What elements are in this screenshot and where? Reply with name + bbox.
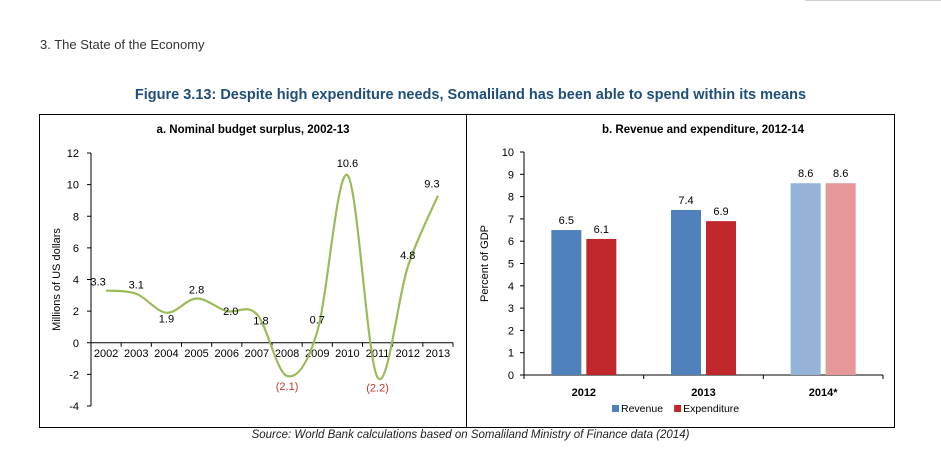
chart-a-data-label: 9.3 — [424, 179, 439, 191]
chart-b-legend-label: Revenue — [621, 403, 663, 415]
chart-a-y-tick-label: 0 — [73, 338, 79, 350]
chart-a-x-tick-label: 2005 — [184, 348, 208, 360]
chart-a-y-tick-label: 8 — [73, 211, 79, 223]
chart-a-data-label: 3.3 — [90, 277, 105, 289]
chart-a-y-tick-label: 6 — [73, 243, 79, 255]
chart-a-x-tick-label: 2002 — [94, 348, 118, 360]
chart-a-data-label: 1.9 — [159, 314, 174, 326]
chart-a-x-tick-label: 2012 — [396, 348, 420, 360]
chart-a-x-tick-label: 2013 — [426, 348, 450, 360]
chart-b-bar-revenue — [671, 209, 701, 375]
chart-b-y-tick-label: 2 — [508, 325, 514, 337]
chart-a-y-axis-label: Millions of US dollars — [51, 228, 63, 331]
chart-b-data-label: 8.6 — [798, 168, 813, 180]
chart-b-legend-swatch-revenue — [612, 405, 619, 412]
figure-title: Figure 3.13: Despite high expenditure ne… — [134, 87, 807, 103]
chart-b-data-label: 8.6 — [833, 168, 848, 180]
chart-a-x-tick-label: 2006 — [215, 348, 239, 360]
chart-b-y-tick-label: 5 — [508, 259, 514, 271]
chart-b-title: b. Revenue and expenditure, 2012-14 — [602, 124, 805, 136]
chart-panel-surplus: a. Nominal budget surplus, 2002-13 12 10 8 6… — [39, 114, 467, 428]
chart-panel-revenue-expenditure: b. Revenue and expenditure, 2012-14 10 9 8 7… — [466, 114, 895, 428]
chart-b-x-tick-label: 2013 — [691, 387, 715, 399]
chart-b-data-label: 6.1 — [594, 224, 609, 236]
chart-a-data-label: 10.6 — [337, 158, 358, 170]
chart-a-data-label: (2.1) — [276, 381, 299, 393]
chart-b-legend-label: Expenditure — [683, 403, 739, 415]
chart-b-x-tick-label: 2014* — [809, 387, 838, 399]
chart-a-data-label: 1.8 — [253, 315, 268, 327]
chart-a-y-tick-label: 10 — [67, 180, 79, 192]
chart-b-y-tick-label: 8 — [508, 192, 514, 204]
chart-b-data-label: 6.5 — [559, 215, 574, 227]
chart-a-data-label: 3.1 — [129, 280, 144, 292]
chart-a-data-label: 4.8 — [400, 250, 415, 262]
chart-b-data-label: 7.4 — [678, 195, 693, 207]
chart-a-x-tick-label: 2011 — [366, 348, 390, 360]
revenue-expenditure-bar-chart: b. Revenue and expenditure, 2012-1410987… — [479, 124, 884, 415]
chart-a-y-tick-label: 4 — [73, 275, 79, 287]
chart-b-y-tick-label: 0 — [508, 370, 514, 382]
chart-a-y-tick-label: -4 — [69, 401, 79, 413]
chart-a-data-label: 2.0 — [223, 306, 238, 318]
chart-b-y-tick-label: 4 — [508, 281, 514, 293]
chart-b-bar-expenditure — [706, 221, 736, 375]
chart-b-y-tick-label: 10 — [502, 147, 514, 159]
chart-b-y-tick-label: 3 — [508, 303, 514, 315]
chart-b-y-axis-label: Percent of GDP — [479, 225, 491, 302]
chart-b-y-tick-label: 9 — [508, 169, 514, 181]
chart-a-x-tick-label: 2003 — [124, 348, 148, 360]
chart-b-bar-revenue — [790, 183, 821, 375]
chart-a-y-tick-label: -2 — [69, 369, 79, 381]
chart-a-y-tick-label: 2 — [73, 306, 79, 318]
chart-a-series-line — [105, 174, 439, 381]
chart-a-data-label: 0.7 — [310, 315, 325, 327]
chart-a-x-tick-label: 2010 — [335, 348, 359, 360]
chart-b-x-tick-label: 2012 — [572, 387, 596, 399]
chart-b-legend-swatch-expenditure — [674, 405, 682, 412]
chart-a-data-label: (2.2) — [366, 383, 389, 395]
chart-b-y-tick-label: 7 — [508, 214, 514, 226]
chart-b-bar-expenditure — [586, 238, 617, 375]
chart-b-y-tick-label: 6 — [508, 236, 514, 248]
chart-a-x-tick-label: 2008 — [275, 348, 299, 360]
chart-b-bar-expenditure — [825, 183, 856, 375]
chart-a-title: a. Nominal budget surplus, 2002-13 — [157, 124, 350, 136]
chart-b-bar-revenue — [551, 230, 582, 375]
chart-a-x-tick-label: 2007 — [245, 348, 269, 360]
source-note: Source: World Bank calculations based on… — [251, 429, 690, 441]
chart-b-y-tick-label: 1 — [508, 348, 514, 360]
chart-a-x-tick-label: 2004 — [154, 348, 178, 360]
section-heading: 3. The State of the Economy — [40, 37, 205, 52]
chart-a-y-tick-label: 12 — [67, 148, 79, 160]
page-top-divider — [805, 0, 941, 1]
surplus-line-chart: a. Nominal budget surplus, 2002-13 12 10 8 6… — [51, 124, 454, 413]
chart-b-data-label: 6.9 — [713, 206, 728, 218]
chart-a-data-label: 2.8 — [189, 284, 204, 296]
